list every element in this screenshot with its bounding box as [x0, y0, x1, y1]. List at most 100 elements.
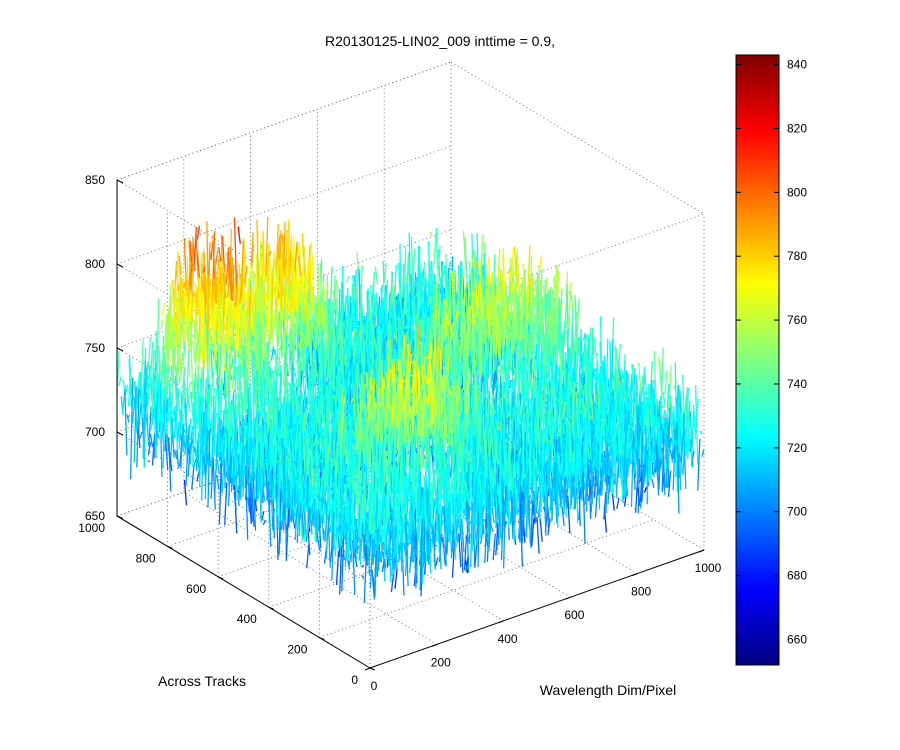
surface-segment: [181, 277, 185, 319]
surface-segment: [249, 263, 254, 309]
surface-plot: [116, 216, 705, 604]
surface-segment: [127, 368, 132, 407]
surface-segment: [120, 396, 124, 416]
surface-segment: [532, 293, 536, 298]
surface-segment: [191, 299, 195, 323]
surface-segment: [435, 228, 440, 309]
surface-segment: [506, 284, 510, 289]
surface-segment: [191, 334, 195, 338]
surface-segment: [139, 371, 144, 418]
surface-segment: [433, 230, 437, 268]
surface-segment: [156, 430, 160, 440]
surface-segment: [148, 376, 153, 383]
surface-segment: [410, 374, 414, 377]
surface-segment: [426, 280, 430, 304]
surface-segment: [187, 398, 191, 413]
surface-segment: [462, 230, 467, 270]
surface-segment: [296, 287, 301, 305]
surface-segment: [170, 338, 175, 359]
surface-segment: [162, 372, 167, 392]
surface-segment: [160, 422, 165, 443]
surface-segment: [352, 281, 357, 302]
surface-segment: [185, 388, 190, 399]
surface-segment: [177, 316, 182, 372]
surface-segment: [139, 431, 143, 439]
surface-segment: [329, 266, 333, 331]
surface-segment: [576, 298, 580, 342]
surface-segment: [506, 276, 509, 280]
surface-segment: [266, 246, 270, 307]
surface-segment: [301, 233, 306, 277]
surface-segment: [335, 286, 339, 324]
surface-segment: [187, 381, 192, 392]
surface-segment: [187, 296, 191, 319]
surface-segment: [374, 307, 378, 328]
surface-segment: [147, 336, 152, 371]
surface-segment: [118, 376, 122, 386]
surface-segment: [331, 290, 336, 300]
surface-segment: [148, 409, 152, 447]
surface-segment: [251, 244, 255, 270]
surface-segment: [538, 254, 543, 273]
surface-segment: [145, 414, 149, 431]
surface-segment: [373, 299, 377, 312]
surface-segment: [179, 391, 183, 395]
surface-segment: [142, 360, 146, 459]
surface-segment: [185, 269, 189, 317]
surface-segment: [191, 466, 195, 490]
surface-segment: [168, 376, 172, 386]
surface-segment: [437, 244, 441, 278]
surface-segment: [194, 290, 199, 316]
surface-segment: [301, 256, 305, 298]
surface-segment: [195, 285, 199, 315]
surface-segment: [375, 310, 380, 335]
surface-segment: [265, 216, 269, 282]
surface-segment: [250, 232, 254, 268]
surface-segment: [158, 345, 162, 374]
surface-segment: [164, 436, 169, 470]
surface-segment: [202, 266, 206, 273]
surface-segment: [204, 324, 208, 362]
surface-segment: [275, 223, 279, 275]
surface-segment: [156, 298, 160, 398]
surface-segment: [432, 273, 436, 278]
surface-segment: [231, 320, 236, 352]
surface-segment: [252, 271, 255, 274]
surface-segment: [210, 279, 215, 312]
surface-segment: [161, 302, 166, 316]
surface-segment: [143, 367, 147, 468]
surface-segment: [221, 235, 226, 273]
surface-segment: [135, 380, 140, 413]
surface-segment: [399, 287, 403, 320]
surface-segment: [233, 217, 238, 289]
surface-segment: [218, 246, 222, 262]
surface-segment: [209, 461, 212, 464]
surface-segment: [193, 226, 198, 266]
surface-segment: [198, 277, 202, 357]
surface-segment: [150, 350, 155, 431]
surface-segment: [166, 309, 170, 384]
chart-title: R20130125-LIN02_009 inttime = 0.9,: [325, 33, 555, 49]
surface-segment: [147, 442, 152, 456]
surface-segment: [155, 392, 159, 459]
surface-segment: [124, 385, 129, 396]
surface-segment: [180, 300, 184, 323]
surface-segment: [287, 367, 291, 374]
surface-segment: [208, 482, 212, 485]
grid-line: [116, 61, 452, 181]
surface-segment: [288, 240, 293, 286]
surface-segment: [190, 321, 194, 399]
surface-segment: [196, 225, 201, 240]
surface-segment: [196, 254, 201, 280]
surface-segment: [184, 315, 188, 343]
surface-segment: [203, 251, 207, 335]
surface-segment: [169, 298, 173, 349]
surface-segment: [415, 282, 420, 321]
surface-segment: [165, 366, 170, 399]
surface-segment: [277, 235, 281, 264]
surface-segment: [346, 275, 350, 283]
surface-segment: [412, 248, 416, 283]
surface-segment: [187, 245, 192, 312]
surface-segment: [596, 353, 599, 356]
surface-segment: [272, 289, 277, 300]
